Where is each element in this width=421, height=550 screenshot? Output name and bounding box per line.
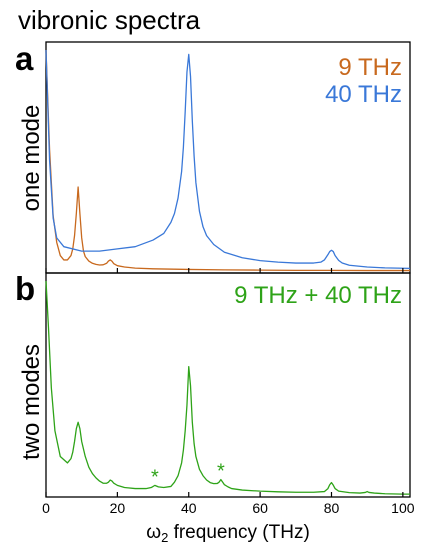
- panel-a-ylabel: one mode: [18, 105, 45, 212]
- panel-b: b two modes 9 THz + 40 THz * * 0 20 40 60 80 1…: [15, 268, 415, 516]
- x-axis-ticks: 0 20 40 60 80 100: [42, 268, 415, 516]
- panel-b-frame: [45, 272, 411, 498]
- peak-annotation-asterisk: *: [151, 466, 159, 488]
- x-tick-label: 80: [324, 500, 340, 516]
- x-tick-label: 0: [42, 500, 50, 516]
- panel-b-letter: b: [15, 270, 35, 307]
- x-tick-label: 20: [110, 500, 126, 516]
- x-tick-label: 100: [391, 500, 415, 516]
- panel-b-series-group: [45, 280, 410, 495]
- panel-b-ylabel: two modes: [18, 344, 45, 460]
- x-tick-label: 40: [181, 500, 197, 516]
- legend-label-combined: 9 THz + 40 THz: [234, 282, 402, 309]
- legend-label-9thz: 9 THz: [338, 54, 402, 81]
- x-axis-label-text: frequency (THz): [168, 522, 309, 543]
- panel-b-annotations: * *: [151, 461, 225, 489]
- panel-a-letter: a: [15, 40, 34, 77]
- x-axis-label-omega: ω: [146, 522, 161, 543]
- panel-a: a one mode 9 THz 40 THz: [15, 40, 411, 274]
- x-axis-label: ω2 frequency (THz): [146, 522, 310, 545]
- x-axis-label-subscript: 2: [161, 530, 168, 545]
- legend-label-40thz: 40 THz: [325, 81, 402, 108]
- peak-annotation-asterisk: *: [217, 461, 225, 483]
- x-tick-label: 60: [252, 500, 268, 516]
- series-line-40-thz: [45, 49, 411, 269]
- series-line-9-thz-40-thz: [45, 280, 410, 495]
- figure-title: vibronic spectra: [18, 5, 201, 35]
